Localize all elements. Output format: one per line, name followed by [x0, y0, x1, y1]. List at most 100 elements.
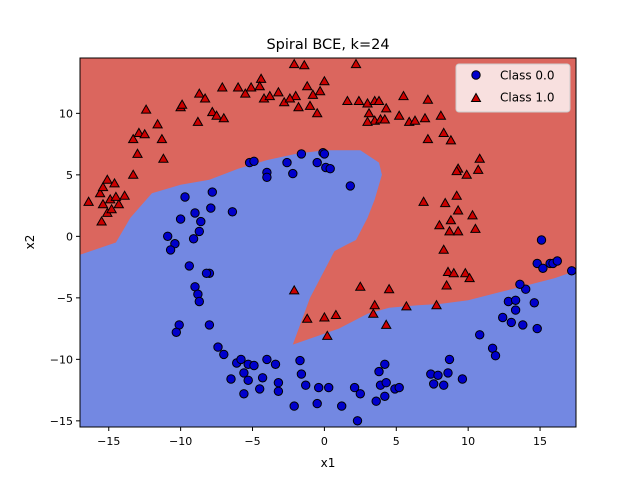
class0-point-43 — [239, 368, 249, 378]
class0-point-6 — [296, 149, 307, 159]
class0-point-33 — [171, 327, 182, 337]
class1-point-46 — [284, 92, 296, 103]
class0-point-70 — [433, 370, 443, 380]
y-tick-label: 0 — [66, 230, 73, 243]
plot-frame — [79, 57, 577, 428]
class1-point-34 — [255, 73, 267, 83]
class0-point-54 — [289, 401, 299, 411]
legend-class0-label: Class 0.0 — [500, 69, 554, 83]
x-tick-label: 0 — [321, 435, 328, 448]
class0-point-45 — [243, 375, 253, 385]
class0-point-5 — [288, 168, 298, 179]
class0-point-58 — [349, 382, 360, 393]
class1-point-93 — [464, 272, 476, 283]
class1-point-37 — [264, 90, 276, 101]
class0-point-52 — [301, 380, 311, 390]
class0-point-89 — [538, 263, 548, 273]
x-tick-label: 10 — [461, 435, 475, 448]
class1-point-21 — [157, 153, 169, 163]
x-axis-ticks: −15 −10 −5 0 5 10 15 — [97, 427, 547, 448]
class0-point-78 — [490, 351, 501, 361]
class0-point-50 — [273, 386, 284, 396]
class0-point-84 — [510, 305, 521, 315]
class1-point-45 — [314, 85, 326, 96]
chart-title: Spiral BCE, k=24 — [266, 37, 389, 53]
class1-point-86 — [444, 225, 455, 236]
class0-point-73 — [443, 368, 453, 378]
class0-point-18 — [175, 214, 186, 224]
class1-point-3 — [101, 174, 113, 184]
class1-point-38 — [272, 86, 284, 97]
x-tick-label: −15 — [97, 435, 120, 448]
y-tick-label: −5 — [57, 292, 73, 305]
y-axis-ticks: −15 −10 −5 0 5 10 — [50, 107, 80, 428]
class0-point-24 — [165, 245, 176, 255]
class1-point-28 — [211, 110, 223, 120]
legend-class1-label: Class 1.0 — [500, 91, 554, 105]
data-markers — [83, 58, 576, 426]
y-tick-label: −10 — [50, 353, 73, 366]
class0-point-86 — [515, 279, 525, 289]
y-tick-label: −15 — [50, 415, 73, 428]
class0-point-82 — [506, 317, 516, 328]
class0-point-60 — [352, 416, 363, 426]
class0-point-47 — [273, 378, 284, 388]
class1-point-12 — [96, 215, 108, 226]
class0-point-68 — [394, 382, 404, 393]
class1-point-89 — [442, 266, 454, 276]
class0-point-49 — [255, 384, 265, 394]
class1-point-66 — [409, 115, 421, 125]
class1-point-71 — [422, 133, 434, 144]
class1-point-33 — [245, 81, 257, 92]
class1-point-84 — [469, 223, 481, 233]
class1-point-75 — [451, 165, 463, 176]
class0-point-15 — [206, 203, 216, 213]
class1-point-95 — [288, 284, 300, 295]
class0-point-7 — [312, 157, 322, 168]
class1-point-62 — [379, 113, 391, 124]
class1-point-35 — [254, 80, 266, 91]
class1-point-5 — [109, 177, 120, 188]
class1-point-49 — [311, 107, 323, 118]
class1-point-10 — [110, 191, 122, 201]
class1-point-42 — [298, 59, 310, 70]
class0-point-46 — [257, 373, 268, 383]
class1-point-94 — [431, 299, 442, 310]
class1-point-76 — [474, 153, 486, 163]
class1-point-2 — [97, 181, 109, 192]
class1-point-80 — [439, 197, 451, 208]
class1-point-7 — [97, 198, 109, 209]
class1-point-81 — [452, 204, 464, 215]
class0-point-71 — [429, 379, 439, 389]
class1-point-92 — [459, 267, 471, 278]
class0-point-79 — [498, 312, 508, 323]
class0-point-56 — [324, 382, 334, 393]
class0-point-27 — [201, 268, 212, 278]
class1-point-48 — [304, 100, 316, 110]
class1-point-13 — [127, 169, 139, 179]
legend-box — [455, 63, 571, 113]
class0-point-55 — [312, 398, 322, 409]
class1-point-43 — [301, 80, 313, 91]
class1-point-57 — [380, 102, 392, 113]
class0-point-11 — [325, 164, 335, 174]
class1-point-82 — [445, 214, 457, 225]
class0-point-19 — [196, 216, 206, 227]
class0-point-95 — [567, 266, 576, 276]
class1-point-26 — [206, 106, 218, 117]
class1-point-40 — [288, 58, 300, 69]
class0-point-34 — [213, 342, 223, 352]
class1-point-16 — [133, 127, 145, 137]
class0-point-42 — [295, 355, 305, 366]
class0-point-53 — [314, 382, 324, 393]
class1-point-15 — [127, 133, 139, 144]
class1-point-70 — [438, 127, 450, 137]
class0-point-9 — [319, 149, 330, 159]
class1-point-102 — [367, 308, 379, 318]
class1-point-100 — [354, 281, 366, 291]
x-tick-label: −5 — [244, 435, 260, 448]
class1-point-88 — [433, 219, 445, 230]
legend-class0-marker — [471, 70, 481, 80]
class1-point-32 — [239, 88, 251, 98]
